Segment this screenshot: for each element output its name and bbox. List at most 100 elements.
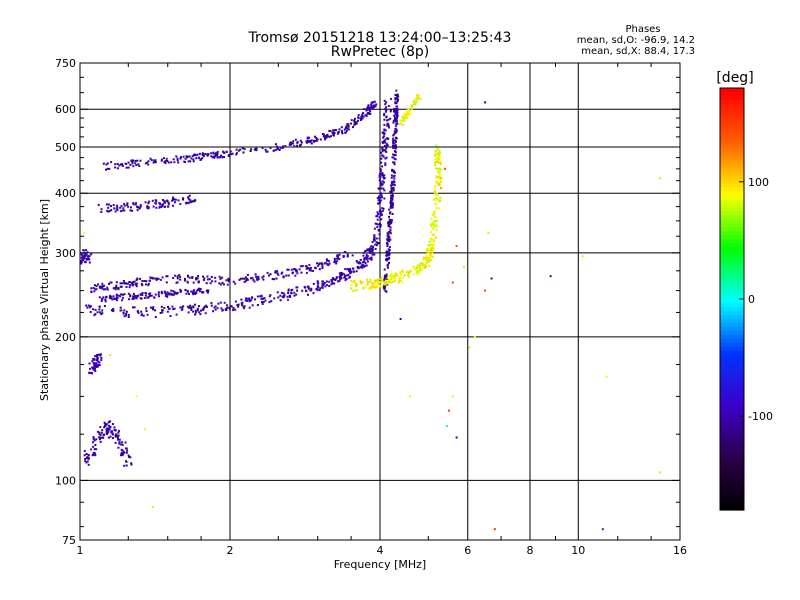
echo-point [394, 130, 397, 133]
echo-point [262, 278, 265, 281]
echo-point [144, 294, 147, 297]
echo-point [121, 282, 124, 285]
echo-point [391, 204, 394, 207]
echo-point [287, 292, 290, 294]
echo-point [363, 257, 366, 260]
echo-point [394, 280, 397, 283]
echo-point [605, 375, 608, 378]
echo-point [105, 296, 107, 299]
echo-point [437, 160, 440, 163]
colorbar-segment [720, 370, 744, 376]
echo-point [415, 271, 418, 274]
echo-point [381, 183, 384, 186]
echo-point [324, 285, 327, 288]
echo-point [601, 528, 604, 531]
echo-point [360, 281, 363, 284]
echo-point [90, 448, 93, 451]
echo-point [394, 101, 397, 104]
x-tick-label: 8 [527, 544, 534, 557]
colorbar-segment [720, 283, 744, 288]
echo-point [227, 279, 230, 282]
echo-point [390, 191, 393, 193]
echo-point [371, 241, 374, 243]
echo-point [134, 203, 137, 206]
colorbar-segment [720, 123, 744, 129]
echo-point [228, 308, 231, 311]
echo-point [226, 306, 229, 309]
echo-point [371, 249, 374, 252]
echo-point [188, 306, 191, 309]
colorbar-segment [720, 330, 744, 336]
echo-point [370, 103, 373, 106]
echo-point [268, 301, 271, 304]
echo-point [130, 281, 133, 284]
echo-point [421, 262, 424, 265]
echo-point [105, 429, 108, 432]
echo-point [322, 283, 324, 286]
echo-point [103, 421, 106, 424]
echo-point [379, 222, 381, 225]
echo-point [427, 257, 430, 260]
echo-point [321, 133, 324, 135]
echo-point [101, 429, 104, 432]
echo-point [146, 161, 149, 164]
echo-point [360, 282, 363, 285]
echo-point [436, 170, 439, 173]
echo-point [415, 100, 418, 103]
echo-point [392, 189, 395, 192]
echo-point [137, 163, 140, 166]
echo-point [152, 161, 155, 164]
echo-point [322, 135, 325, 138]
echo-point [336, 257, 339, 260]
echo-point [188, 293, 190, 295]
echo-point [380, 199, 382, 202]
echo-point [393, 161, 396, 164]
echo-point [123, 309, 126, 312]
echo-point [277, 148, 280, 151]
echo-point [194, 313, 197, 316]
echo-point [347, 268, 350, 270]
echo-point [289, 141, 292, 144]
echo-point [210, 276, 213, 278]
echo-point [104, 298, 107, 301]
echo-point [380, 279, 383, 282]
echo-point [100, 359, 103, 362]
echo-point [121, 449, 124, 452]
echo-point [418, 269, 421, 272]
echo-point [213, 155, 216, 158]
echo-point [136, 159, 139, 162]
echo-point [150, 306, 153, 309]
echo-point [179, 306, 182, 309]
echo-point [143, 297, 146, 299]
echo-point [329, 130, 332, 133]
echo-point [381, 180, 384, 183]
echo-point [310, 139, 313, 142]
echo-point [192, 293, 195, 296]
echo-point [294, 268, 297, 271]
echo-point [350, 283, 353, 286]
echo-point [161, 309, 164, 312]
echo-point [360, 265, 363, 268]
echo-point [394, 118, 397, 121]
echo-point [83, 261, 86, 263]
echo-point [131, 297, 134, 300]
echo-point [414, 102, 417, 105]
echo-point [432, 243, 435, 246]
echo-point [353, 280, 355, 283]
echo-point [189, 199, 192, 202]
echo-point [392, 146, 395, 149]
echo-point [422, 266, 425, 269]
echo-point [107, 206, 110, 209]
colorbar-segment [720, 326, 744, 332]
echo-point [434, 202, 437, 205]
echo-point [369, 250, 371, 253]
echo-point [380, 151, 383, 154]
echo-point [435, 158, 438, 161]
echo-point [212, 152, 215, 155]
echo-point [437, 159, 440, 161]
echo-point [226, 283, 229, 286]
echo-point [381, 195, 383, 198]
echo-point [190, 306, 192, 309]
echo-point [190, 157, 193, 160]
echo-point [408, 271, 410, 274]
